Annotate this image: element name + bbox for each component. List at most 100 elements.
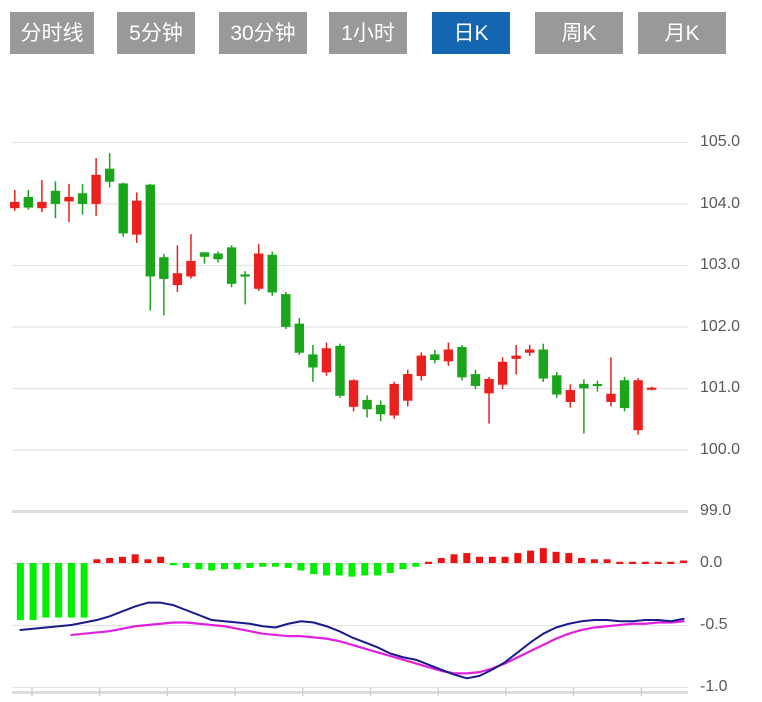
macd-bar-39 (514, 553, 522, 563)
macd-axis-label-0: 0.0 (700, 554, 723, 571)
candle-29 (403, 369, 413, 407)
macd-bar-51 (667, 561, 675, 564)
price-axis-label-0: 105.0 (700, 133, 741, 150)
tab-6[interactable]: 月K (638, 12, 726, 54)
candle-36 (497, 357, 508, 390)
tab-label: 5分钟 (129, 21, 183, 45)
candle-17 (240, 271, 250, 305)
tab-3[interactable]: 1小时 (329, 12, 407, 54)
timeframe-tab-bar: 分时线 5分钟 30分钟 1小时 日K 周K 月K (0, 0, 762, 62)
dea-line (70, 620, 685, 675)
macd-bar-29 (386, 563, 394, 573)
kline-chart[interactable]: 105.0 104.0 103.0 102.0 101.0 100.0 99.0 0.0 -0.… (0, 62, 762, 702)
macd-bar-33 (437, 558, 445, 563)
macd-bar-38 (501, 556, 509, 563)
candle-28 (389, 381, 399, 419)
tab-2[interactable]: 30分钟 (219, 12, 307, 54)
macd-bar-22 (297, 563, 305, 571)
macd-bar-1 (29, 563, 37, 621)
tab-label: 1小时 (341, 21, 395, 45)
candle-4 (64, 183, 74, 222)
candle-2 (37, 180, 47, 213)
macd-bar-48 (629, 561, 637, 564)
macd-bar-19 (259, 563, 267, 567)
candle-34 (470, 369, 481, 390)
candle-18 (253, 244, 264, 291)
candle-42 (579, 379, 589, 434)
candle-5 (77, 183, 88, 215)
macd-bar-37 (488, 556, 496, 563)
candle-3 (50, 181, 61, 219)
macd-bar-16 (220, 563, 228, 570)
macd-bar-13 (182, 563, 190, 568)
macd-bar-31 (412, 563, 420, 567)
candle-27 (375, 400, 386, 422)
macd-bar-40 (527, 550, 535, 563)
candle-10 (145, 183, 156, 311)
macd-bar-21 (284, 563, 292, 568)
candle-16 (226, 245, 237, 288)
macd-bar-4 (67, 563, 75, 618)
tab-5[interactable]: 周K (535, 12, 623, 54)
price-axis-label-5: 100.0 (700, 440, 741, 458)
tab-4[interactable]: 日K (432, 12, 510, 54)
tab-label: 分时线 (20, 21, 84, 45)
macd-bar-3 (55, 563, 63, 618)
candle-47 (646, 386, 657, 391)
macd-bar-14 (195, 563, 203, 570)
candle-39 (538, 343, 548, 382)
candle-26 (362, 395, 372, 418)
macd-bar-2 (42, 563, 50, 618)
candle-46 (633, 378, 643, 435)
candle-7 (104, 153, 115, 188)
chart-canvas[interactable] (0, 62, 762, 702)
macd-bar-0 (16, 563, 24, 621)
candle-22 (308, 344, 318, 382)
macd-bar-36 (476, 556, 484, 563)
candle-25 (348, 379, 359, 412)
price-axis-label-3: 102.0 (700, 317, 741, 335)
macd-bar-47 (616, 561, 624, 564)
macd-axis-label-2: -1.0 (700, 678, 728, 695)
candle-19 (267, 251, 277, 296)
macd-bar-45 (590, 559, 598, 563)
macd-bar-49 (641, 561, 649, 564)
macd-bar-50 (654, 561, 662, 564)
price-axis-label-2: 103.0 (700, 256, 741, 273)
macd-bar-5 (80, 563, 88, 618)
price-axis-label-1: 104.0 (700, 194, 741, 212)
candle-23 (321, 342, 332, 376)
macd-bar-42 (552, 551, 560, 563)
candle-30 (416, 352, 427, 381)
macd-bar-10 (144, 559, 152, 563)
candle-31 (430, 349, 440, 364)
candle-9 (132, 192, 142, 243)
candle-44 (606, 357, 616, 407)
macd-bar-25 (335, 563, 343, 576)
candle-45 (619, 376, 630, 412)
macd-bar-20 (271, 563, 279, 567)
macd-bar-12 (169, 563, 177, 566)
macd-bar-44 (578, 558, 586, 563)
macd-bar-7 (106, 558, 114, 563)
candle-12 (172, 245, 183, 293)
macd-bar-34 (450, 554, 458, 563)
candle-14 (199, 252, 210, 264)
candle-13 (186, 234, 196, 279)
candle-1 (23, 189, 34, 210)
macd-bar-41 (539, 548, 547, 563)
candle-21 (294, 317, 305, 355)
candle-0 (10, 189, 20, 211)
tab-label: 周K (561, 21, 597, 45)
tab-0[interactable]: 分时线 (10, 12, 94, 54)
macd-bar-52 (680, 560, 688, 563)
candlestick-series (10, 153, 657, 435)
price-axis-label-4: 101.0 (700, 379, 741, 396)
macd-bar-15 (208, 563, 216, 571)
macd-bar-43 (565, 553, 573, 563)
macd-bar-32 (425, 561, 433, 564)
macd-bar-6 (93, 559, 101, 563)
candle-11 (159, 253, 169, 316)
tab-1[interactable]: 5分钟 (117, 12, 195, 54)
candle-38 (525, 344, 535, 357)
